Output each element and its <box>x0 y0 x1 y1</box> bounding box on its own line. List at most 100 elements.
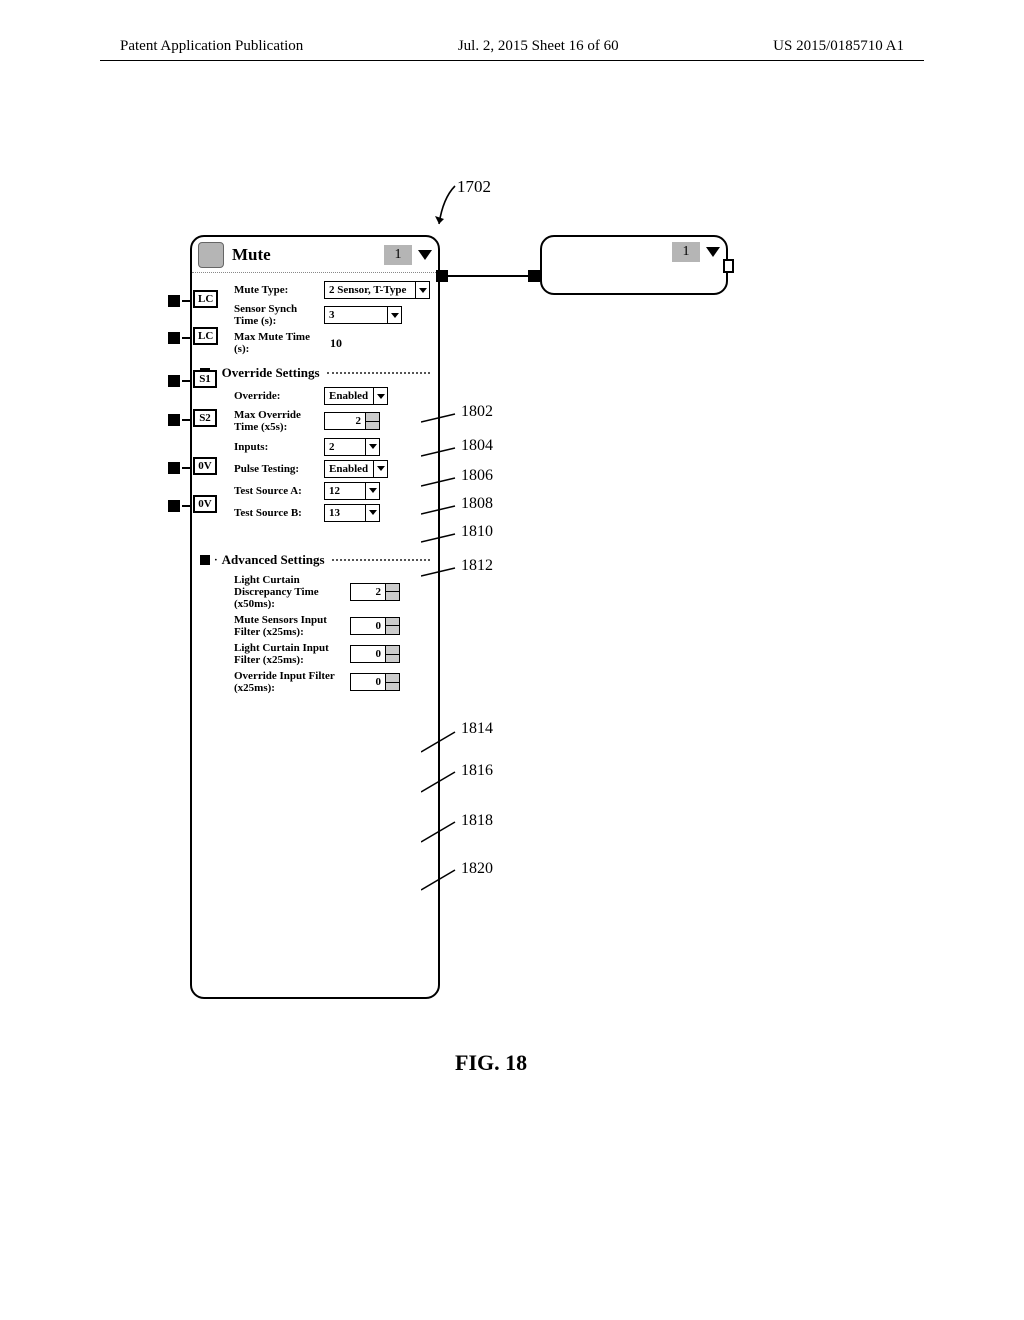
dropdown-icon[interactable] <box>373 388 387 404</box>
instance-badge: 1 <box>672 242 700 262</box>
figure-caption: FIG. 18 <box>455 1050 527 1076</box>
leader-1808 <box>421 504 461 524</box>
spinner-icon[interactable] <box>385 618 399 634</box>
value-sensor-synch: 3 <box>325 309 387 321</box>
section-line <box>332 559 430 561</box>
dropdown-caret-icon[interactable] <box>418 250 432 260</box>
dropdown-caret-icon[interactable] <box>706 247 720 257</box>
label-max-mute: Max Mute Time (s): <box>234 331 320 355</box>
value-max-mute: 10 <box>324 336 342 351</box>
ref-1814: 1814 <box>461 720 493 738</box>
params-panel: Mute Type: 2 Sensor, T-Type Sensor Synch… <box>192 273 438 704</box>
terminal-s1 <box>168 375 194 387</box>
mute-icon <box>198 242 224 268</box>
dropdown-icon[interactable] <box>373 461 387 477</box>
leader-1806 <box>421 476 461 496</box>
field-mute-type[interactable]: 2 Sensor, T-Type <box>324 281 430 299</box>
terminal-s2 <box>168 414 194 426</box>
field-test-source-a[interactable]: 12 <box>324 482 380 500</box>
terminal-label: 0V <box>193 457 217 475</box>
dropdown-icon[interactable] <box>415 282 429 298</box>
terminal-label: LC <box>193 327 218 345</box>
ref-1810: 1810 <box>461 523 493 541</box>
leader-1812 <box>421 566 461 586</box>
spinner-icon[interactable] <box>365 413 379 429</box>
ref-1802: 1802 <box>461 403 493 421</box>
header-left: Patent Application Publication <box>120 38 303 55</box>
field-pulse-testing[interactable]: Enabled <box>324 460 388 478</box>
leader-1814 <box>421 730 461 760</box>
dropdown-icon[interactable] <box>365 439 379 455</box>
label-lc-filter: Light Curtain Input Filter (x25ms): <box>234 642 346 666</box>
terminal-lc-1 <box>168 295 194 307</box>
spinner-icon[interactable] <box>385 674 399 690</box>
page-header: Patent Application Publication Jul. 2, 2… <box>0 38 1024 55</box>
field-override-filter[interactable]: 0 <box>350 673 400 691</box>
ref-1812: 1812 <box>461 557 493 575</box>
wire <box>448 275 530 277</box>
row-mute-sensors-filter: Mute Sensors Input Filter (x25ms): 0 <box>234 614 430 638</box>
row-mute-type: Mute Type: 2 Sensor, T-Type <box>234 281 430 299</box>
value-pulse-testing: Enabled <box>325 463 373 475</box>
leader-1820 <box>421 868 461 898</box>
row-lc-filter: Light Curtain Input Filter (x25ms): 0 <box>234 642 430 666</box>
figure-area: 1702 Mute 1 Mute Type: 2 Sensor, T-Type … <box>165 180 865 1060</box>
spinner-icon[interactable] <box>385 646 399 662</box>
terminal-lc-2 <box>168 332 194 344</box>
ref-1808: 1808 <box>461 495 493 513</box>
ref-1816: 1816 <box>461 762 493 780</box>
label-sensor-synch: Sensor Synch Time (s): <box>234 303 320 327</box>
value-mute-sensors-filter: 0 <box>351 620 385 632</box>
label-lc-discrepancy: Light Curtain Discrepancy Time (x50ms): <box>234 574 346 610</box>
label-override-filter: Override Input Filter (x25ms): <box>234 670 346 694</box>
leader-1804 <box>421 446 461 466</box>
dropdown-icon[interactable] <box>365 505 379 521</box>
label-max-override: Max Override Time (x5s): <box>234 409 320 433</box>
field-max-override[interactable]: 2 <box>324 412 380 430</box>
field-inputs[interactable]: 2 <box>324 438 380 456</box>
field-lc-filter[interactable]: 0 <box>350 645 400 663</box>
field-test-source-b[interactable]: 13 <box>324 504 380 522</box>
leader-1818 <box>421 820 461 850</box>
row-max-override: Max Override Time (x5s): 2 <box>234 409 430 433</box>
dropdown-icon[interactable] <box>365 483 379 499</box>
value-mute-type: 2 Sensor, T-Type <box>325 284 415 296</box>
advanced-section-header[interactable]: · Advanced Settings <box>200 552 430 568</box>
row-sensor-synch: Sensor Synch Time (s): 3 <box>234 303 430 327</box>
field-mute-sensors-filter[interactable]: 0 <box>350 617 400 635</box>
override-section-header[interactable]: · Override Settings <box>200 365 430 381</box>
spinner-icon[interactable] <box>385 584 399 600</box>
header-right: US 2015/0185710 A1 <box>773 38 904 55</box>
value-test-source-b: 13 <box>325 507 365 519</box>
collapse-icon[interactable] <box>200 555 210 565</box>
block-header: Mute 1 <box>192 237 438 273</box>
output-connector <box>436 270 448 282</box>
advanced-header-text: Advanced Settings <box>222 552 325 568</box>
override-header-text: Override Settings <box>222 365 320 381</box>
row-pulse-testing: Pulse Testing: Enabled <box>234 460 430 478</box>
dropdown-icon[interactable] <box>387 307 401 323</box>
downstream-output-connector <box>723 259 734 273</box>
field-sensor-synch[interactable]: 3 <box>324 306 402 324</box>
downstream-block: 1 <box>540 235 728 295</box>
label-pulse-testing: Pulse Testing: <box>234 463 320 475</box>
terminal-label: S1 <box>193 370 217 388</box>
mute-block: Mute 1 Mute Type: 2 Sensor, T-Type Senso… <box>190 235 440 999</box>
header-center: Jul. 2, 2015 Sheet 16 of 60 <box>458 38 619 55</box>
label-inputs: Inputs: <box>234 441 320 453</box>
ref-1804: 1804 <box>461 437 493 455</box>
value-override-filter: 0 <box>351 676 385 688</box>
label-mute-type: Mute Type: <box>234 284 320 296</box>
ref-label-1702: 1702 <box>457 177 491 197</box>
dash-icon: · <box>214 554 218 566</box>
input-connector <box>528 270 540 282</box>
terminal-label: S2 <box>193 409 217 427</box>
block-title: Mute <box>230 245 378 265</box>
row-max-mute: Max Mute Time (s): 10 <box>234 331 430 355</box>
value-lc-discrepancy: 2 <box>351 586 385 598</box>
terminal-0v-2 <box>168 500 194 512</box>
field-lc-discrepancy[interactable]: 2 <box>350 583 400 601</box>
ref-1806: 1806 <box>461 467 493 485</box>
value-inputs: 2 <box>325 441 365 453</box>
field-override[interactable]: Enabled <box>324 387 388 405</box>
